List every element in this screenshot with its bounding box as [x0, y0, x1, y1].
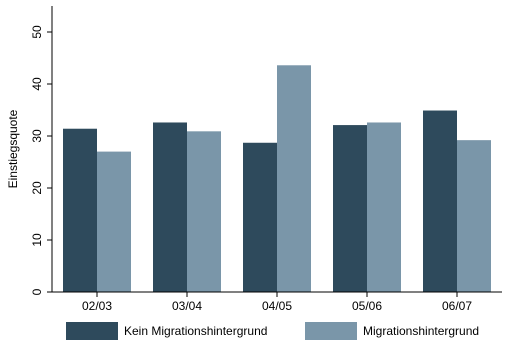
bar [187, 131, 221, 292]
legend-swatch [305, 322, 357, 340]
x-tick-label: 05/06 [352, 299, 382, 313]
bar [153, 122, 187, 292]
legend-label: Kein Migrationshintergrund [124, 324, 267, 338]
y-ticks: 0 10 20 30 40 50 [30, 25, 52, 295]
y-tick-label: 20 [30, 181, 44, 195]
x-tick-label: 06/07 [442, 299, 472, 313]
bar [243, 142, 277, 292]
legend: Kein Migrationshintergrund Migrationshint… [66, 322, 479, 340]
x-tick-label: 03/04 [172, 299, 202, 313]
bar [333, 125, 367, 292]
x-tick-label: 02/03 [82, 299, 112, 313]
bar [63, 128, 97, 292]
x-tick-label: 04/05 [262, 299, 292, 313]
bar [277, 65, 311, 292]
bar [367, 122, 401, 292]
bar [423, 110, 457, 293]
y-tick-label: 30 [30, 129, 44, 143]
y-tick-label: 0 [30, 288, 44, 295]
bar [97, 151, 131, 292]
y-tick-label: 40 [30, 77, 44, 91]
x-ticks: 02/03 03/04 04/05 05/06 06/07 [82, 292, 472, 313]
y-tick-label: 10 [30, 233, 44, 247]
legend-label: Migrationshintergrund [363, 324, 479, 338]
y-axis-title: Einstiegsquote [6, 109, 20, 188]
bars-layer [63, 65, 491, 293]
legend-swatch [66, 322, 118, 340]
y-tick-label: 50 [30, 25, 44, 39]
bar [457, 140, 491, 292]
